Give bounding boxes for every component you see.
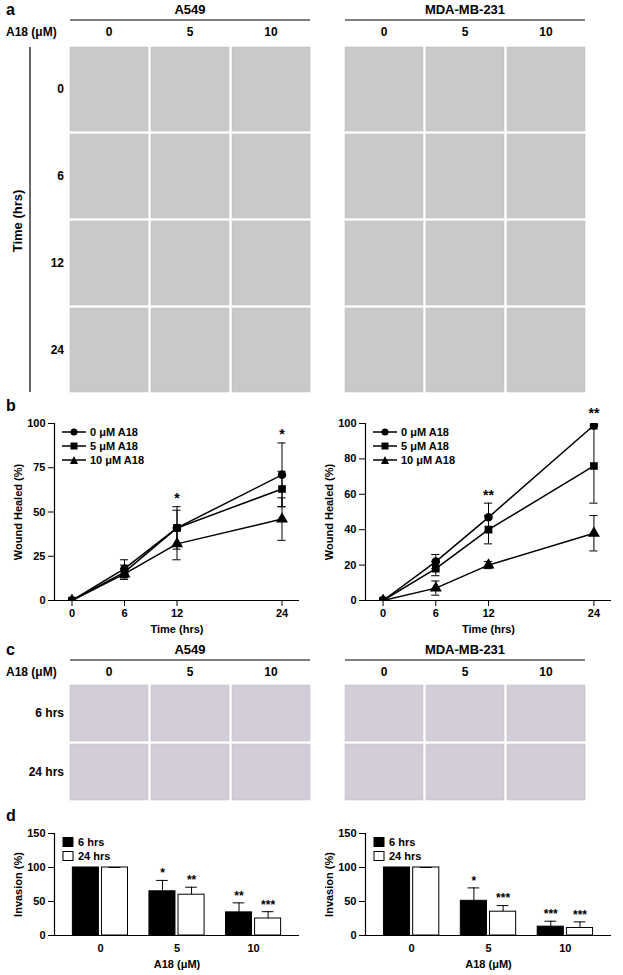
svg-text:150: 150 [338,827,356,839]
svg-text:*: * [279,426,285,442]
svg-text:A18 (μM): A18 (μM) [465,958,512,970]
svg-text:Wound Healed (%): Wound Healed (%) [12,463,24,560]
svg-text:0: 0 [106,25,113,39]
svg-text:20: 20 [344,559,356,571]
svg-text:**: ** [234,889,244,903]
html-text:b: b [6,397,16,414]
svg-text:12: 12 [51,256,65,270]
svg-text:75: 75 [33,461,45,473]
svg-text:50: 50 [33,506,45,518]
svg-text:0: 0 [69,607,75,619]
html-text:5 μM A18: 5 μM A18 [401,440,449,452]
svg-text:5: 5 [485,942,491,954]
svg-text:24: 24 [276,607,289,619]
svg-text:10: 10 [264,665,278,679]
svg-text:6: 6 [121,607,127,619]
html-text:0 μM A18: 0 μM A18 [401,426,449,438]
svg-text:*: * [174,490,180,506]
svg-text:50: 50 [344,895,356,907]
svg-text:5: 5 [174,942,180,954]
svg-text:0: 0 [381,25,388,39]
svg-text:100: 100 [338,417,356,429]
svg-text:0: 0 [106,665,113,679]
svg-text:Invasion (%): Invasion (%) [323,852,335,917]
svg-text:Wound Healed (%): Wound Healed (%) [323,463,335,560]
svg-text:A549: A549 [174,642,205,657]
svg-text:***: *** [261,898,275,912]
svg-text:10: 10 [539,25,553,39]
html-text:24 hrs: 24 hrs [78,850,111,862]
svg-text:12: 12 [482,607,494,619]
svg-text:10: 10 [559,942,571,954]
html-text:5 μM A18: 5 μM A18 [90,440,138,452]
svg-text:50: 50 [33,895,45,907]
svg-text:0: 0 [57,82,64,96]
svg-text:24: 24 [51,343,65,357]
html-text:0 μM A18: 0 μM A18 [90,426,138,438]
svg-text:80: 80 [344,452,356,464]
svg-text:c: c [6,641,15,658]
svg-text:**: ** [187,873,197,887]
svg-text:100: 100 [27,861,45,873]
svg-text:60: 60 [344,488,356,500]
svg-text:Time (hrs): Time (hrs) [10,190,25,253]
svg-text:0: 0 [39,594,45,606]
svg-text:Time (hrs): Time (hrs) [462,623,515,635]
svg-text:***: *** [496,891,510,905]
svg-text:0: 0 [350,594,356,606]
svg-text:5: 5 [187,25,194,39]
svg-text:12: 12 [171,607,183,619]
svg-text:***: *** [544,907,558,921]
svg-text:A18 (μM): A18 (μM) [6,25,57,39]
svg-text:10: 10 [264,25,278,39]
html-text:6 hrs: 6 hrs [78,836,105,848]
svg-text:0: 0 [39,929,45,941]
svg-text:24: 24 [588,607,601,619]
svg-text:MDA-MB-231: MDA-MB-231 [425,2,505,17]
svg-text:Time (hrs): Time (hrs) [151,623,204,635]
svg-text:100: 100 [338,861,356,873]
svg-text:25: 25 [33,550,45,562]
svg-text:5: 5 [462,25,469,39]
svg-text:**: ** [483,487,494,503]
svg-text:A18 (μM): A18 (μM) [154,958,201,970]
svg-text:0: 0 [381,665,388,679]
svg-text:5: 5 [187,665,194,679]
svg-text:*: * [472,874,477,888]
svg-text:***: *** [573,908,587,922]
svg-text:0: 0 [409,942,415,954]
svg-text:100: 100 [27,417,45,429]
svg-text:a: a [6,1,15,18]
html-text:6 hrs: 6 hrs [389,836,416,848]
html-text:24 hrs: 24 hrs [389,850,422,862]
svg-text:Invasion (%): Invasion (%) [12,852,24,917]
svg-text:A549: A549 [174,2,205,17]
svg-text:6: 6 [433,607,439,619]
svg-text:6 hrs: 6 hrs [35,706,64,720]
svg-text:0: 0 [350,929,356,941]
svg-text:MDA-MB-231: MDA-MB-231 [425,642,505,657]
svg-text:0: 0 [97,942,103,954]
svg-text:24 hrs: 24 hrs [29,765,65,779]
svg-text:0: 0 [380,607,386,619]
svg-text:150: 150 [27,827,45,839]
svg-text:*: * [160,866,165,880]
svg-text:40: 40 [344,523,356,535]
html-text:10 μM A18: 10 μM A18 [401,454,455,466]
svg-text:6: 6 [57,169,64,183]
svg-text:**: ** [588,405,599,421]
html-text:d: d [6,807,16,824]
svg-text:5: 5 [462,665,469,679]
svg-text:10: 10 [247,942,259,954]
svg-text:10: 10 [539,665,553,679]
svg-text:A18 (μM): A18 (μM) [6,665,57,679]
html-text:10 μM A18: 10 μM A18 [90,454,144,466]
